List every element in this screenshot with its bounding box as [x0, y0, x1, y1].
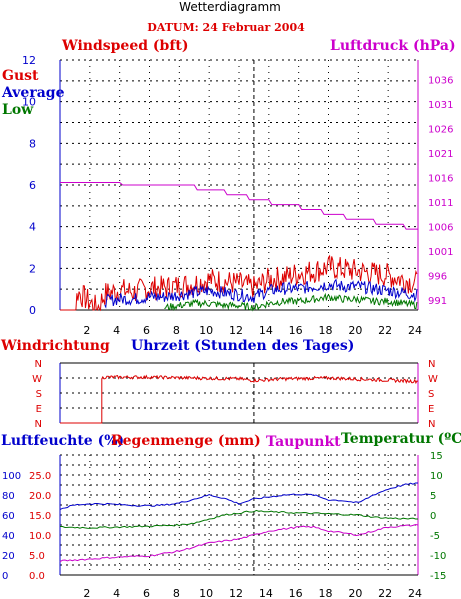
temp-tick-label: -10	[430, 551, 446, 562]
wind-series-low	[164, 292, 418, 312]
x-tick-label: 12	[229, 587, 243, 599]
x-tick-label: 18	[319, 587, 333, 599]
x-tick-label: 4	[113, 324, 120, 337]
rain-tick-label: 15.0	[29, 511, 51, 522]
windspeed-tick-label: 8	[29, 137, 36, 150]
series-luftfeuchte	[59, 482, 418, 511]
series-temperatur	[60, 509, 418, 529]
diagram-title: Wetterdiagramm	[179, 0, 281, 14]
direction-tick-right: E	[428, 404, 434, 415]
x-tick-label: 4	[113, 587, 120, 599]
direction-tick-right: N	[428, 419, 435, 430]
x-tick-label: 2	[83, 587, 90, 599]
windspeed-tick-label: 0	[29, 304, 36, 317]
windspeed-tick-label: 12	[22, 54, 36, 67]
x-tick-label: 20	[348, 587, 362, 599]
x-tick-label: 2	[83, 324, 90, 337]
pressure-tick-label: 1021	[428, 149, 453, 160]
humidity-tick-label: 0	[2, 571, 8, 582]
direction-tick-left: S	[36, 389, 42, 400]
x-tick-label: 16	[289, 587, 303, 599]
pressure-tick-label: 1036	[428, 76, 453, 87]
direction-tick-left: N	[35, 359, 42, 370]
legend-low: Low	[2, 102, 34, 118]
humidity-tick-label: 60	[2, 511, 15, 522]
direction-tick-right: W	[428, 374, 438, 385]
x-tick-label: 10	[199, 587, 213, 599]
regenmenge-axis-title: Regenmenge (mm)	[111, 433, 261, 449]
x-tick-label: 12	[229, 324, 243, 337]
rain-tick-label: 25.0	[29, 471, 51, 482]
wind-series-average	[104, 278, 418, 309]
direction-tick-left: N	[35, 419, 42, 430]
rain-tick-label: 5.0	[29, 551, 45, 562]
pressure-tick-label: 1006	[428, 223, 453, 234]
chart-marks: 0246810129919961001100610111016102110261…	[2, 54, 453, 599]
taupunkt-axis-title: Taupunkt	[266, 434, 341, 450]
x-tick-label: 14	[259, 587, 273, 599]
pressure-tick-label: 1011	[428, 198, 453, 209]
x-tick-label: 22	[378, 324, 392, 337]
windspeed-tick-label: 10	[22, 96, 36, 109]
direction-tick-right: N	[428, 359, 435, 370]
x-tick-label: 8	[173, 324, 180, 337]
rain-tick-label: 10.0	[29, 531, 51, 542]
temp-tick-label: 5	[430, 491, 436, 502]
x-tick-label: 20	[348, 324, 362, 337]
pressure-tick-label: 1016	[428, 174, 453, 185]
pressure-line	[60, 182, 418, 230]
humidity-tick-label: 40	[2, 531, 15, 542]
humidity-tick-label: 100	[2, 471, 21, 482]
wind-series-gust	[60, 254, 418, 312]
temp-tick-label: 0	[430, 511, 436, 522]
luftfeuchte-axis-title: Luftfeuchte (%)	[1, 433, 124, 449]
x-tick-label: 6	[143, 587, 150, 599]
pressure-tick-label: 996	[428, 272, 447, 283]
direction-series	[60, 374, 419, 424]
temperatur-axis-title: Temperatur (ºC)	[341, 431, 461, 447]
legend-average: Average	[1, 85, 65, 101]
x-tick-label: 24	[408, 587, 422, 599]
windspeed-tick-label: 6	[29, 179, 36, 192]
rain-tick-label: 0.0	[29, 571, 45, 582]
direction-tick-left: W	[32, 374, 42, 385]
windspeed-tick-label: 4	[29, 221, 36, 234]
date-label: DATUM: 24 Februar 2004	[147, 21, 305, 34]
uhrzeit-axis-title: Uhrzeit (Stunden des Tages)	[131, 338, 354, 354]
direction-tick-left: E	[36, 404, 42, 415]
temp-tick-label: 10	[430, 471, 443, 482]
pressure-tick-label: 1001	[428, 247, 453, 258]
legend-gust: Gust	[2, 68, 39, 84]
windrichtung-axis-title: Windrichtung	[0, 338, 110, 354]
x-tick-label: 16	[289, 324, 303, 337]
x-tick-label: 6	[143, 324, 150, 337]
windspeed-axis-title: Windspeed (bft)	[61, 38, 188, 54]
pressure-tick-label: 991	[428, 296, 447, 307]
x-tick-label: 8	[173, 587, 180, 599]
direction-tick-right: S	[428, 389, 434, 400]
x-tick-label: 10	[199, 324, 213, 337]
pressure-tick-label: 1031	[428, 100, 453, 111]
temp-tick-label: -15	[430, 571, 446, 582]
x-tick-label: 18	[319, 324, 333, 337]
x-tick-label: 22	[378, 587, 392, 599]
x-tick-label: 24	[408, 324, 422, 337]
rain-tick-label: 20.0	[29, 491, 51, 502]
temp-tick-label: 15	[430, 451, 443, 462]
x-tick-label: 14	[259, 324, 273, 337]
humidity-tick-label: 80	[2, 491, 15, 502]
humidity-tick-label: 20	[2, 551, 15, 562]
windspeed-tick-label: 2	[29, 262, 36, 275]
pressure-tick-label: 1026	[428, 125, 453, 136]
temp-tick-label: -5	[430, 531, 440, 542]
luftdruck-axis-title: Luftdruck (hPa)	[330, 38, 456, 54]
series-taupunkt	[59, 523, 419, 563]
